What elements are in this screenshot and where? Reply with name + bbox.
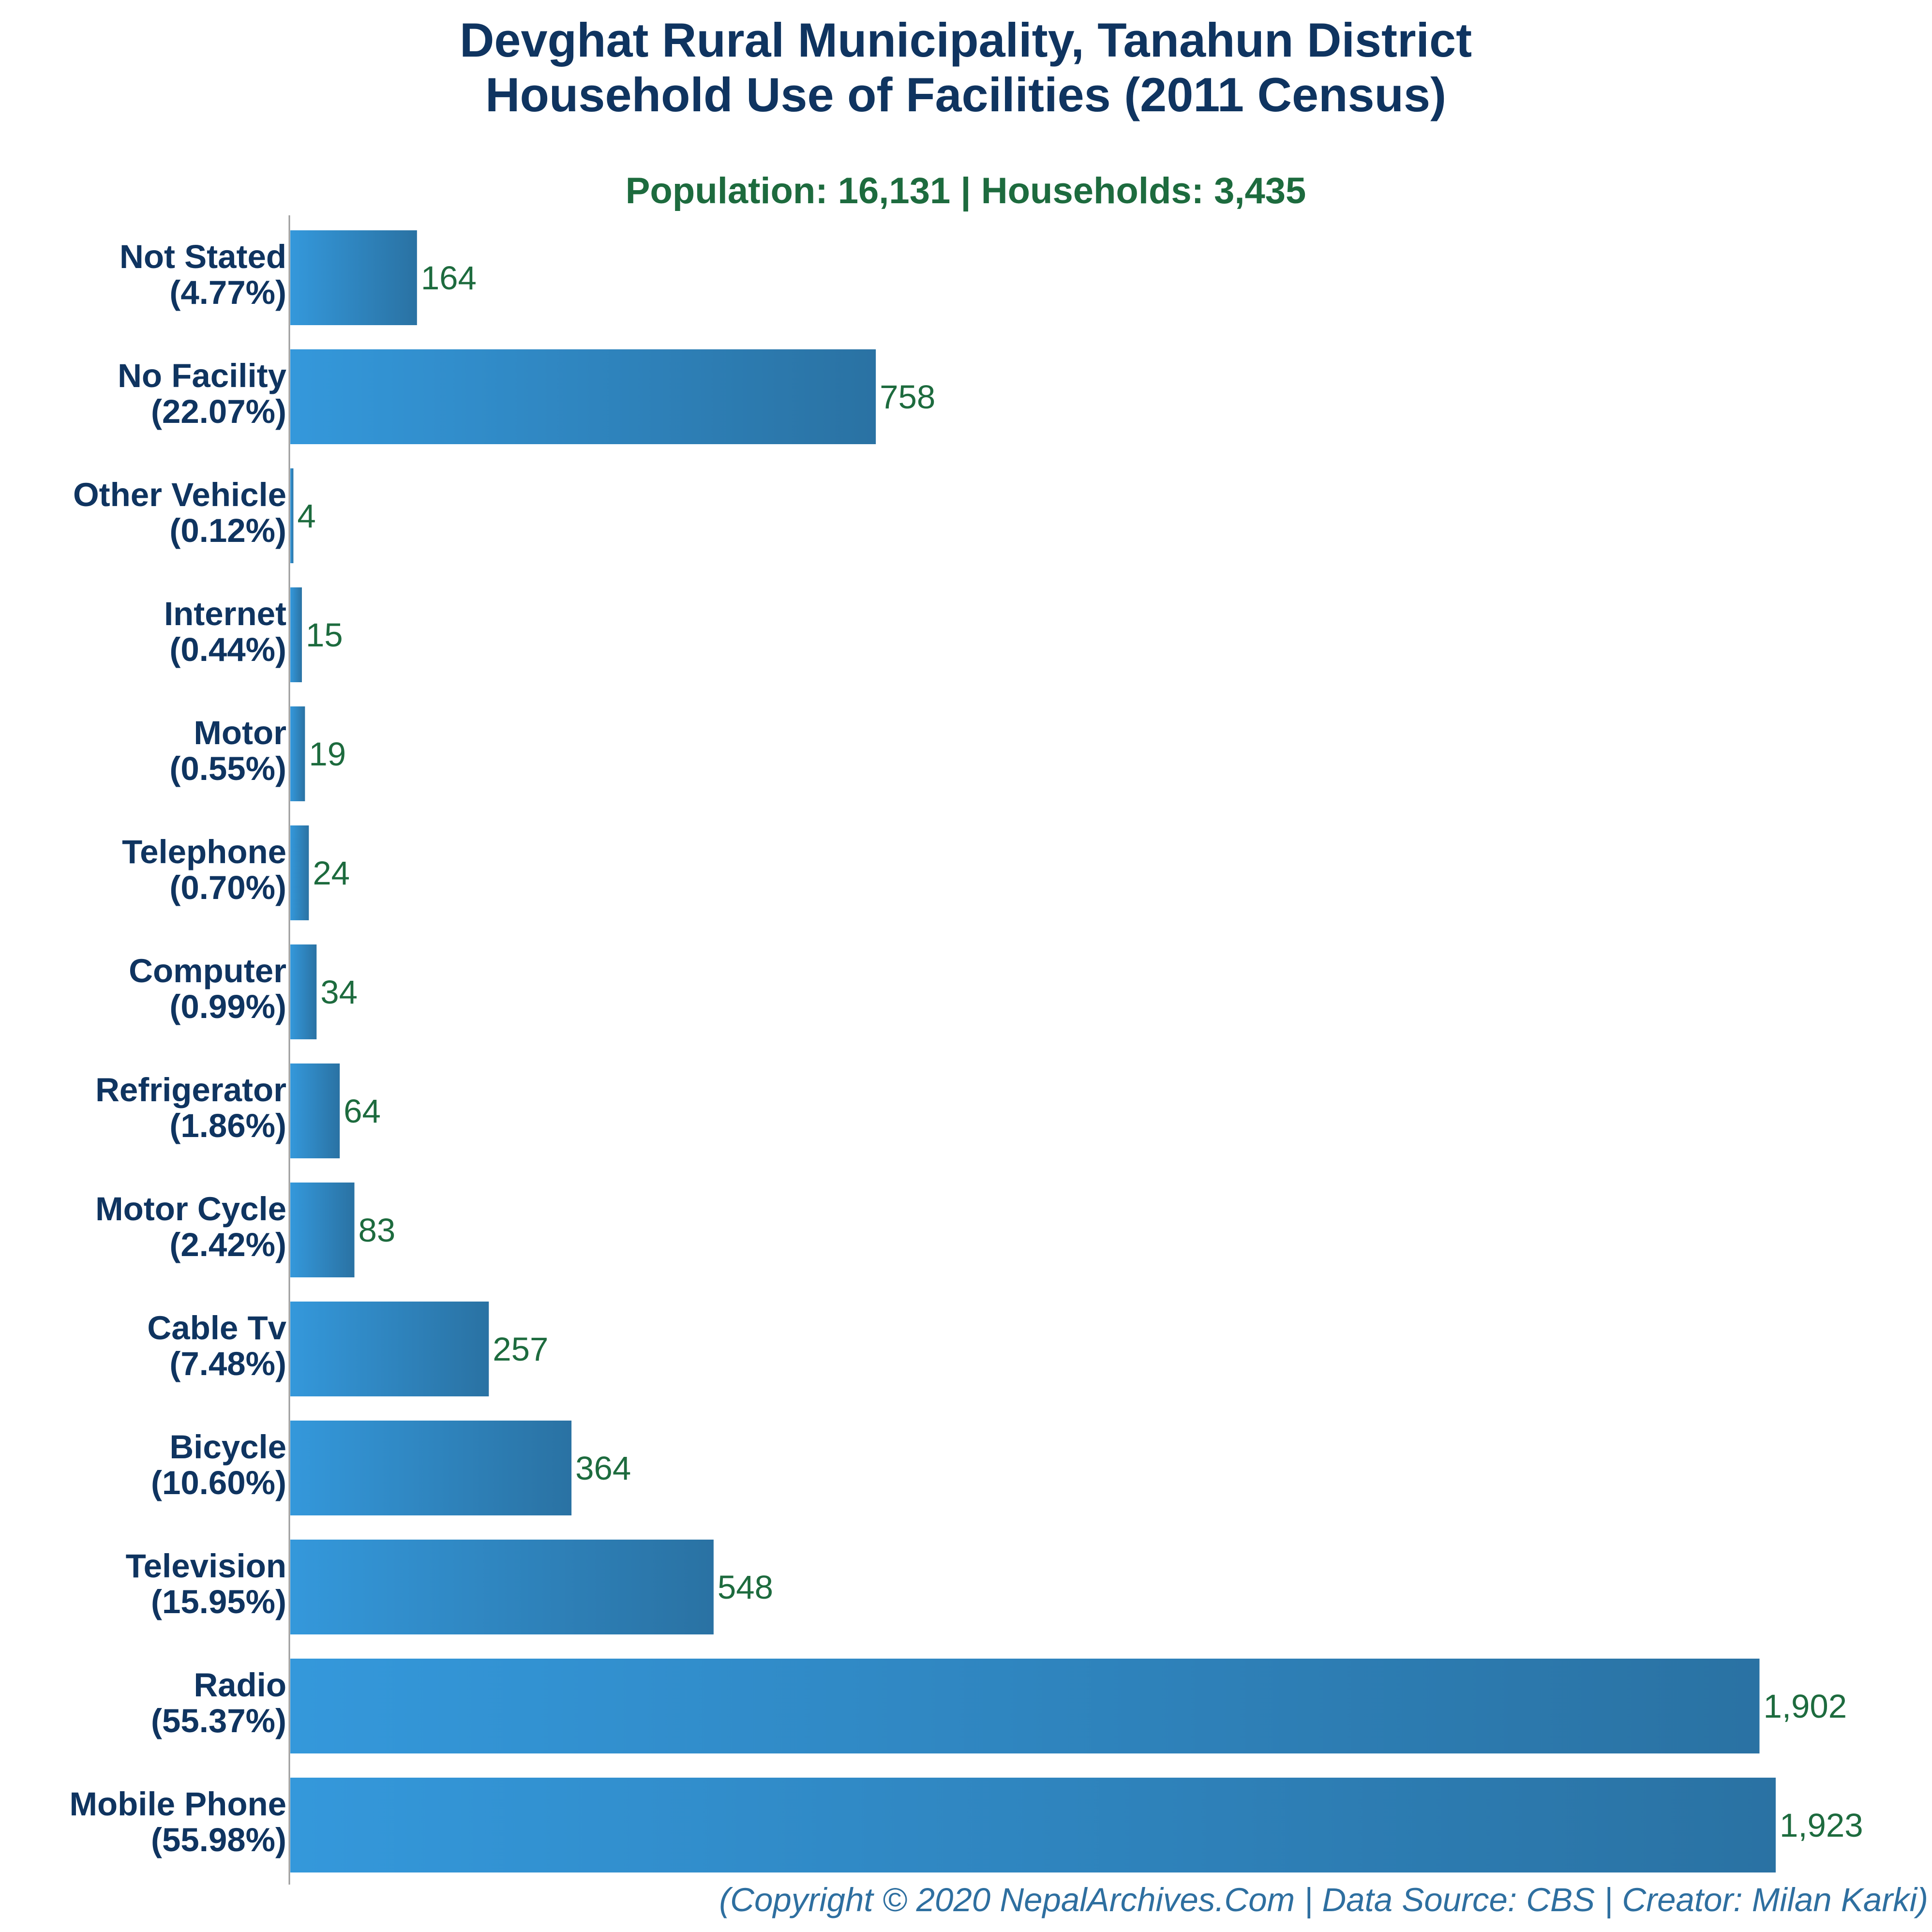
category-percent-label: (55.37%) — [151, 1702, 286, 1739]
category-label: Bicycle — [169, 1428, 286, 1466]
bar-motor-cycle — [290, 1183, 355, 1277]
category-label: Motor Cycle — [95, 1190, 286, 1228]
value-label: 364 — [575, 1450, 631, 1487]
value-label: 19 — [309, 735, 346, 773]
bar-telephone — [290, 825, 309, 920]
category-percent-label: (22.07%) — [151, 393, 286, 430]
category-percent-label: (0.99%) — [169, 988, 286, 1025]
category-label: Computer — [129, 952, 286, 989]
value-label: 64 — [344, 1093, 381, 1130]
bar-bicycle — [290, 1421, 572, 1515]
category-label: Not Stated — [120, 238, 286, 275]
bar-other-vehicle — [290, 468, 294, 563]
category-percent-label: (2.42%) — [169, 1226, 286, 1263]
category-label: Cable Tv — [147, 1309, 286, 1347]
value-label: 1,923 — [1780, 1807, 1863, 1844]
category-percent-label: (4.77%) — [169, 274, 286, 311]
category-percent-label: (0.44%) — [169, 631, 286, 668]
category-label: Internet — [164, 595, 286, 632]
category-percent-label: (1.86%) — [169, 1107, 286, 1144]
value-label: 1,902 — [1763, 1688, 1847, 1725]
bar-refrigerator — [290, 1063, 340, 1158]
category-label: Refrigerator — [95, 1071, 286, 1108]
bar-no-facility — [290, 349, 876, 444]
value-label: 15 — [306, 616, 343, 654]
category-label: Other Vehicle — [73, 476, 286, 513]
bar-not-stated — [290, 230, 417, 325]
value-label: 24 — [313, 854, 350, 892]
category-label: No Facility — [118, 357, 286, 394]
category-label: Mobile Phone — [70, 1785, 287, 1823]
category-label: Television — [126, 1547, 286, 1585]
category-label: Motor — [194, 714, 286, 751]
category-percent-label: (55.98%) — [151, 1821, 286, 1858]
category-percent-label: (15.95%) — [151, 1583, 286, 1620]
bar-internet — [290, 587, 302, 682]
value-label: 257 — [493, 1331, 548, 1368]
chart-title-line-1: Devghat Rural Municipality, Tanahun Dist… — [460, 13, 1472, 67]
bar-radio — [290, 1659, 1760, 1753]
category-label: Telephone — [122, 833, 286, 870]
bar-cable-tv — [290, 1302, 489, 1396]
value-label: 548 — [718, 1569, 773, 1606]
value-label: 758 — [880, 378, 935, 416]
bar-motor — [290, 706, 305, 801]
value-label: 164 — [421, 259, 477, 297]
bar-television — [290, 1540, 714, 1634]
bar-computer — [290, 944, 317, 1039]
value-label: 4 — [297, 497, 315, 535]
category-percent-label: (7.48%) — [169, 1345, 286, 1382]
category-percent-label: (0.12%) — [169, 512, 286, 549]
chart-subtitle: Population: 16,131 | Households: 3,435 — [626, 170, 1306, 212]
bar-mobile-phone — [290, 1778, 1776, 1872]
chart-title-line-2: Household Use of Facilities (2011 Census… — [485, 68, 1446, 121]
value-label: 83 — [359, 1212, 396, 1249]
category-percent-label: (0.70%) — [169, 869, 286, 906]
bars-group: 164 Not Stated(4.77%) 758 No Facility(22.07… — [70, 230, 1863, 1872]
category-label: Radio — [194, 1666, 286, 1704]
copyright-footer: (Copyright © 2020 NepalArchives.Com | Da… — [719, 1881, 1928, 1918]
category-percent-label: (0.55%) — [169, 750, 286, 787]
value-label: 34 — [320, 973, 358, 1011]
category-percent-label: (10.60%) — [151, 1464, 286, 1501]
